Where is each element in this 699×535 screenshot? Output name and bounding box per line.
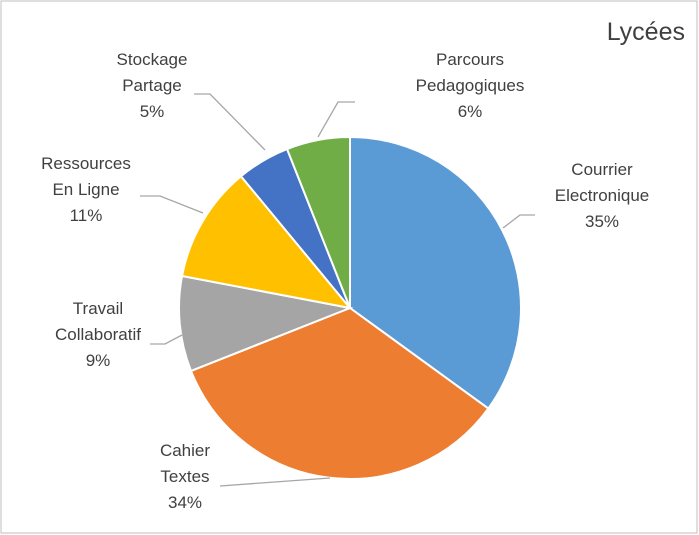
value-label: 9% [85,351,111,370]
leader-line [140,195,204,214]
slice-label: Ressources En Ligne 11% [36,151,136,229]
value-label: 5% [139,102,165,121]
pie-slice [349,135,522,410]
slice-label: Courrier Electronique 35% [537,157,667,235]
value-label: 35% [584,212,620,231]
category-label: Ressources En Ligne [41,154,131,199]
pie-slice [285,135,351,309]
value-label: 34% [167,493,203,512]
slice-label: Stockage Partage 5% [112,47,192,125]
leader-line [219,477,331,487]
category-label: Parcours Pedagogiques [415,50,525,95]
slice-label: Travail Collaboratif 9% [43,296,153,374]
pie-slice [178,274,354,373]
slice-label: Cahier Textes 34% [155,438,215,516]
chart-title: Lycées [606,18,685,46]
category-label: Cahier Textes [159,441,211,486]
leader-line [317,101,355,138]
value-label: 6% [457,102,483,121]
value-label: 11% [69,206,103,225]
category-label: Stockage Partage [116,50,188,95]
slice-label: Parcours Pedagogiques 6% [410,47,530,125]
pie-slice [180,174,353,310]
leader-line [502,214,535,229]
category-label: Travail Collaboratif [55,299,141,344]
leader-line [150,334,183,345]
category-label: Courrier Electronique [554,160,650,205]
leader-line [194,93,266,151]
